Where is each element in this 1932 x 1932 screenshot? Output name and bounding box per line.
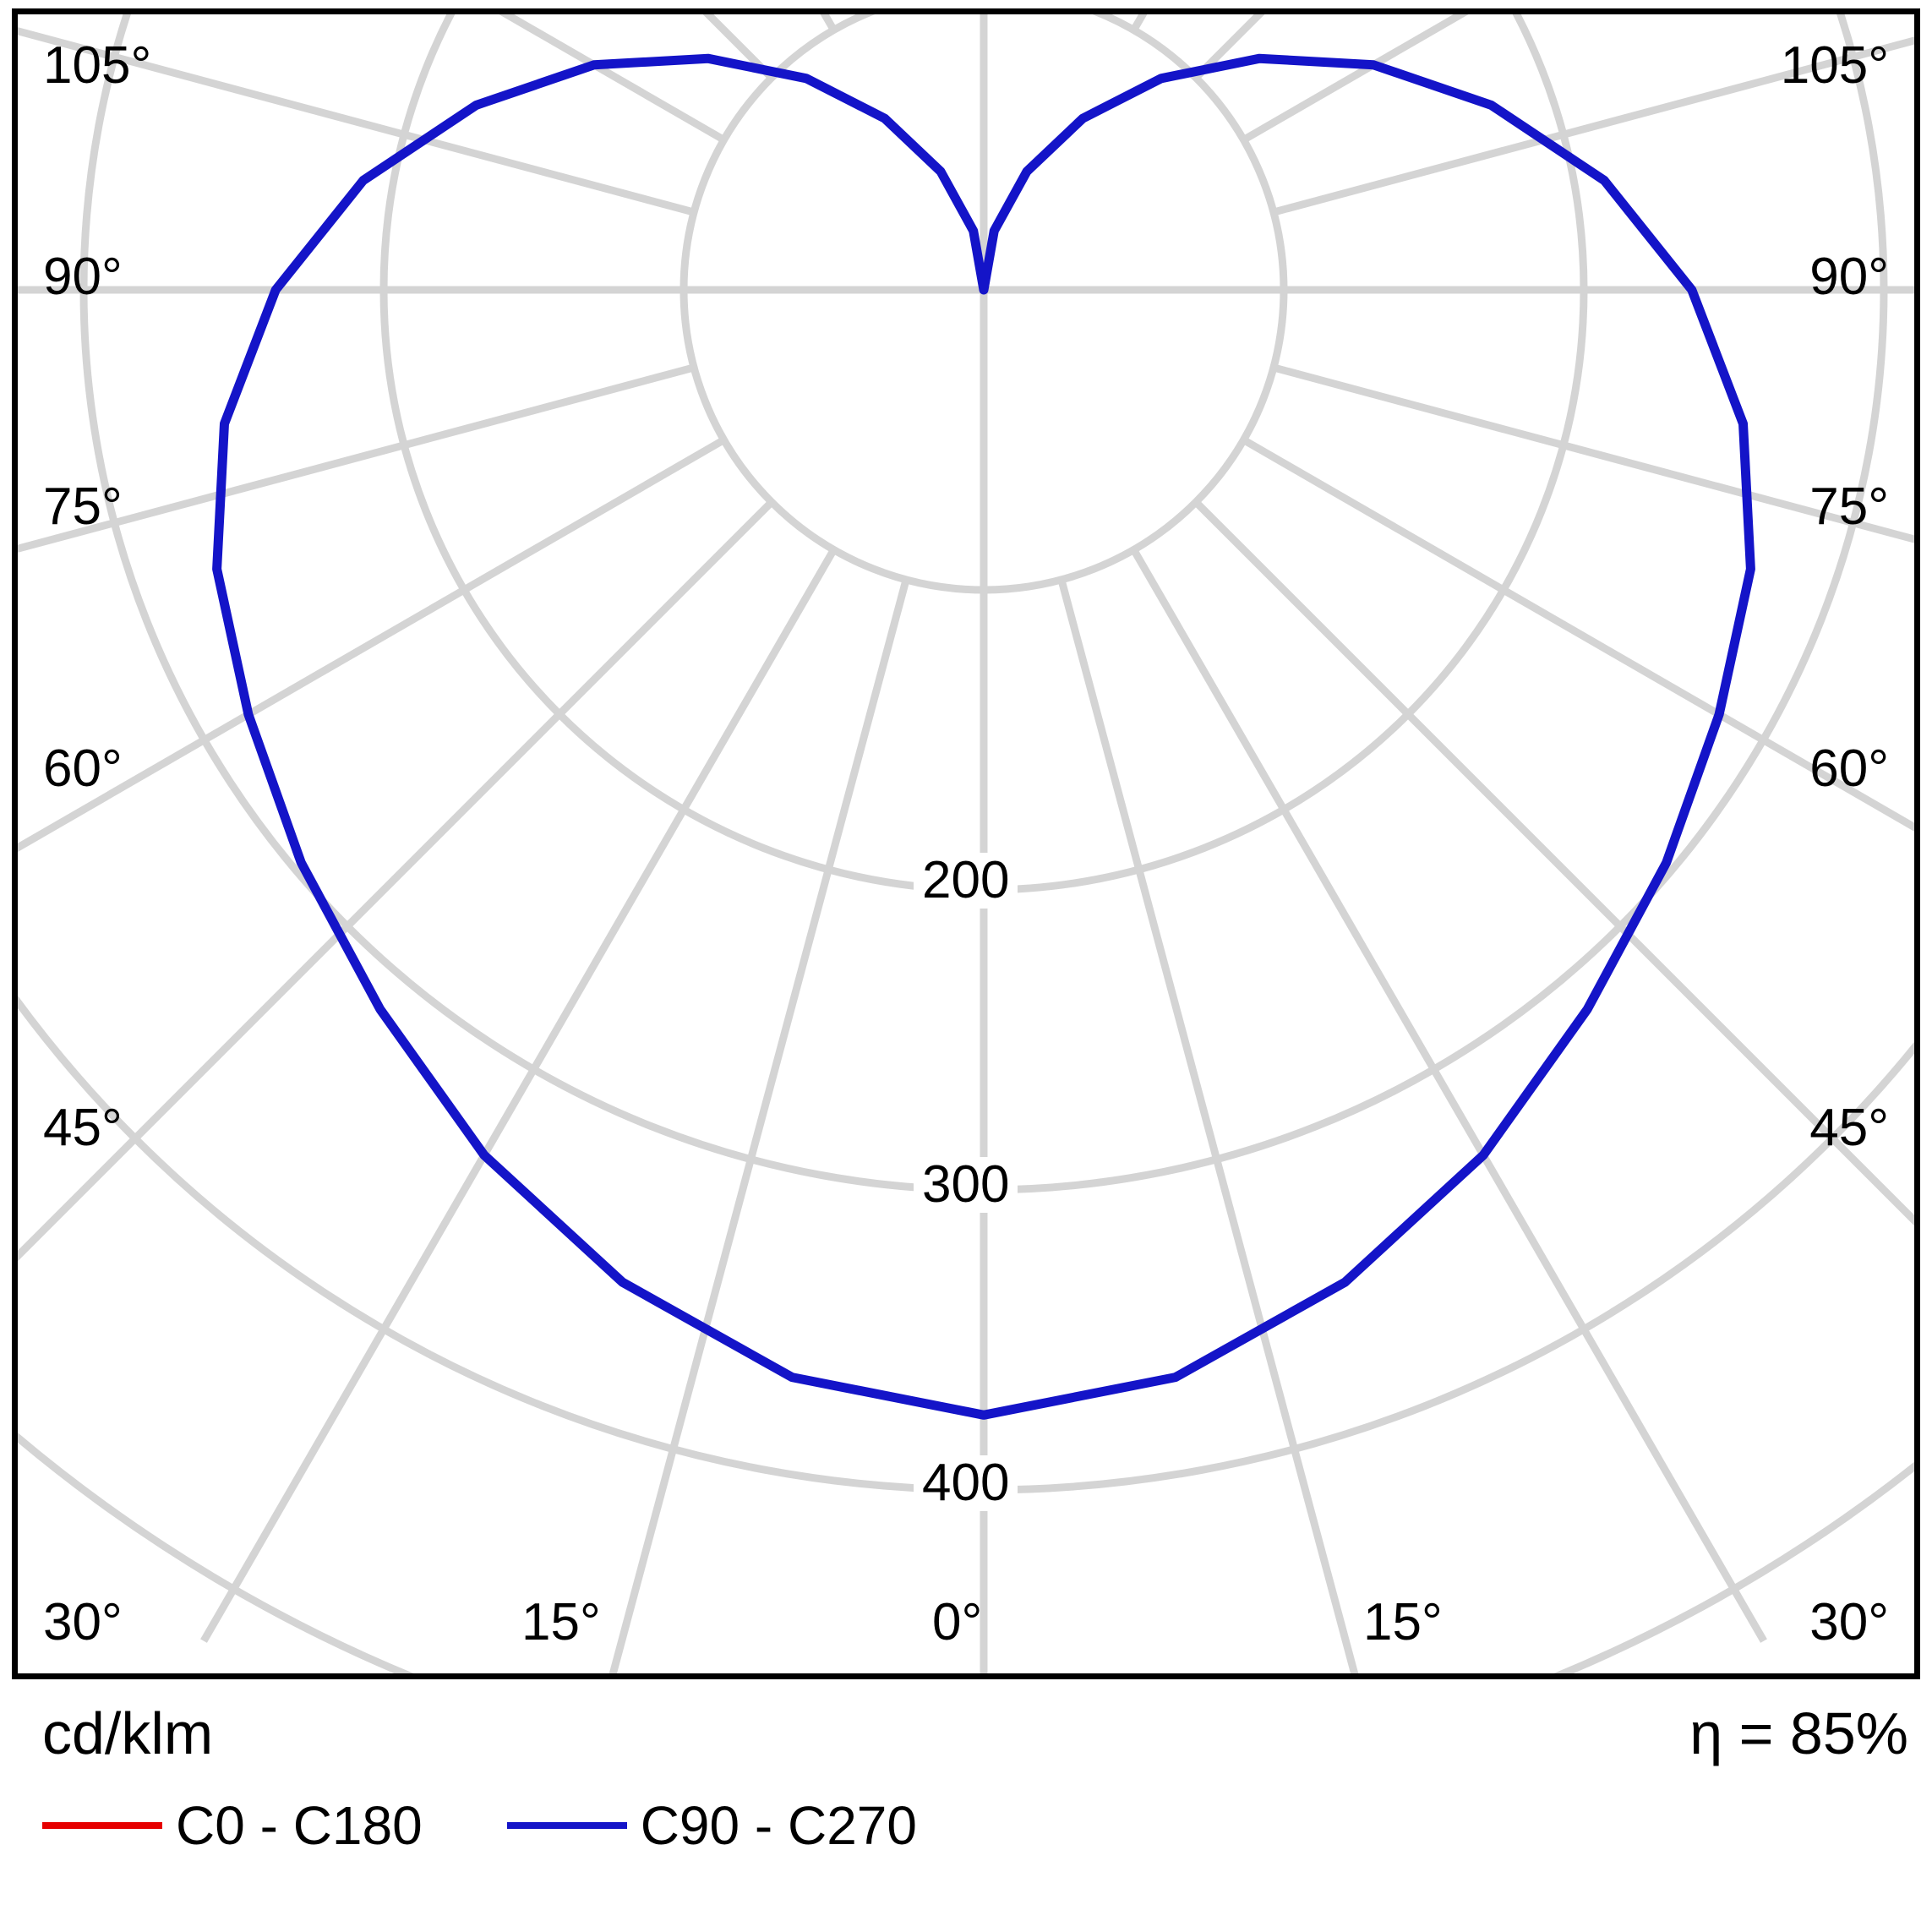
angle-label-left-30: 30°	[43, 1593, 123, 1651]
angle-label-right-105: 105°	[1780, 36, 1889, 95]
legend-label-c90-c270: C90 - C270	[640, 1795, 917, 1856]
plot-frame: 105° 90° 75° 60° 45° 30° 105° 90° 75° 60…	[12, 8, 1920, 1679]
grid-spoke-45	[1192, 499, 1914, 1226]
radial-label-300: 300	[914, 1157, 1018, 1213]
grid-spoke--120	[499, 14, 726, 144]
angle-label-left-60: 60°	[43, 740, 123, 798]
angle-label-right-90: 90°	[1809, 248, 1889, 306]
legend-swatch-c0-c180	[42, 1822, 162, 1829]
angle-label-right-45: 45°	[1809, 1099, 1889, 1157]
legend-entry-c0-c180[interactable]: C0 - C180	[42, 1798, 423, 1853]
radial-label-400: 400	[914, 1455, 1018, 1511]
angle-label-right-75: 75°	[1809, 478, 1889, 536]
angle-label-left-45: 45°	[43, 1099, 123, 1157]
efficiency-label: η = 85%	[1689, 1700, 1908, 1766]
chart-footer: cd/klm η = 85% C0 - C180 C90 - C270	[12, 1684, 1920, 1929]
polar-grid-and-curves	[18, 14, 1914, 1673]
grid-spoke-105	[1272, 36, 1914, 216]
angle-label-right-30: 30°	[1809, 1593, 1889, 1651]
grid-spoke--105	[18, 27, 696, 216]
grid-spoke-15	[1057, 578, 1359, 1673]
legend-entry-c90-c270[interactable]: C90 - C270	[506, 1795, 917, 1856]
grid-spoke-30	[1130, 548, 1767, 1643]
unit-label: cd/klm	[42, 1700, 214, 1766]
legend: C0 - C180 C90 - C270	[42, 1798, 917, 1853]
grid-spoke--75	[18, 363, 696, 553]
radial-label-200: 200	[914, 853, 1018, 909]
grid-spoke--45	[18, 499, 775, 1262]
grid-circle-400	[18, 995, 1914, 1494]
angle-label-right-60: 60°	[1809, 740, 1889, 798]
angle-label-bottom-15-right: 15°	[1363, 1593, 1443, 1651]
legend-swatch-c90-c270	[506, 1822, 627, 1829]
grid-spoke-60	[1242, 436, 1914, 832]
legend-label-c0-c180: C0 - C180	[176, 1795, 423, 1856]
grid-spoke--15	[609, 578, 910, 1673]
angle-label-left-90: 90°	[43, 248, 123, 306]
angle-label-bottom-15-left: 15°	[521, 1593, 601, 1651]
angle-label-left-105: 105°	[43, 36, 152, 95]
grid-spoke-75	[1272, 363, 1914, 543]
grid-spoke--60	[18, 436, 726, 853]
angle-label-bottom-0: 0°	[932, 1593, 983, 1651]
curve-c90-c270	[212, 53, 1755, 1420]
grid-spoke-120	[1242, 14, 1469, 144]
angle-label-left-75: 75°	[43, 478, 123, 536]
grid-spoke--30	[200, 548, 838, 1643]
distribution-curves	[212, 53, 1755, 1420]
